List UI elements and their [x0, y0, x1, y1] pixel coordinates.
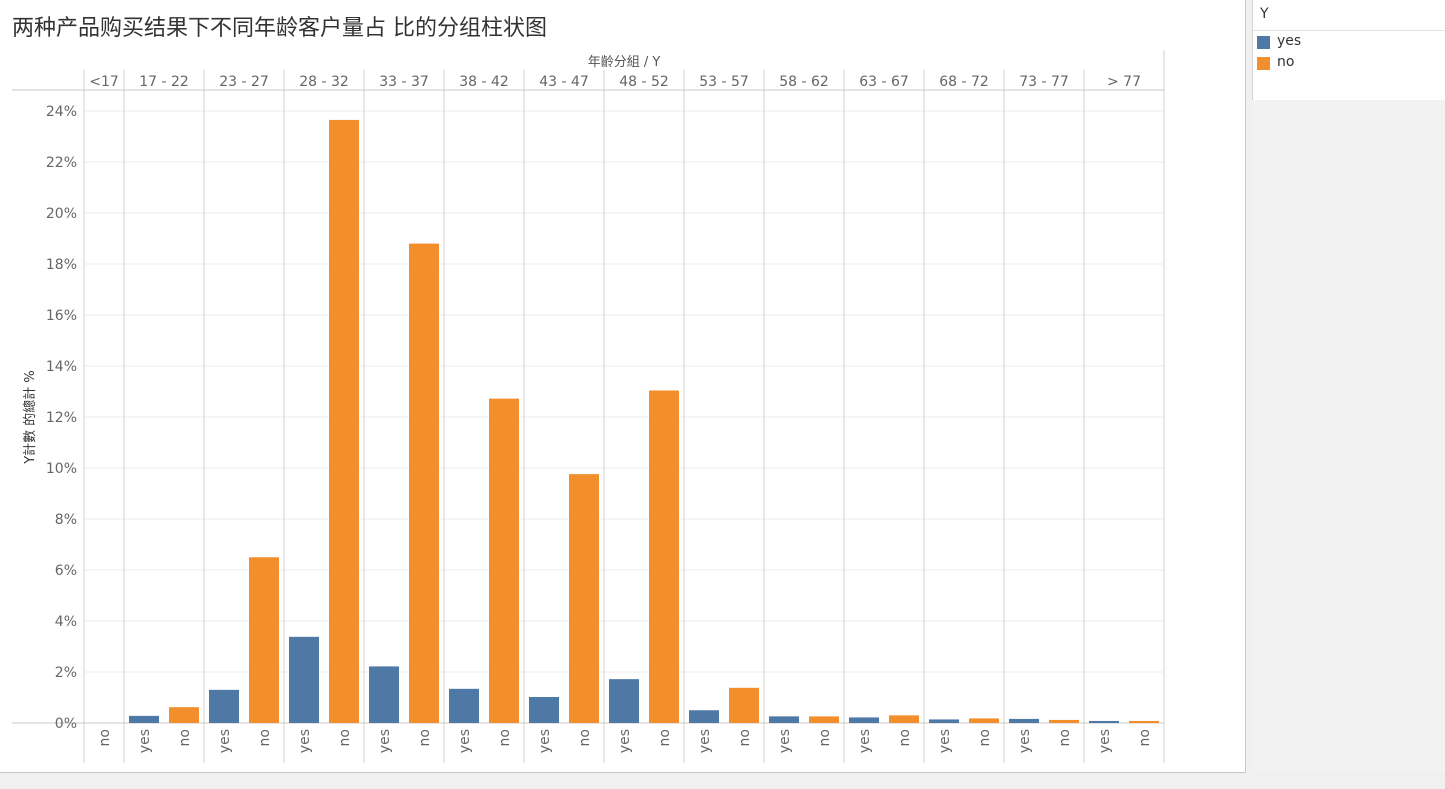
chart-workspace: 两种产品购买结果下不同年龄客户量占 比的分组柱状图 年齡分組 / Y Y計數 的總…: [0, 0, 1246, 773]
y-tick-label: 24%: [46, 104, 77, 120]
bar-yes: [289, 636, 319, 723]
group-label: 73 - 77: [1019, 74, 1069, 90]
chart-title: 两种产品购买结果下不同年龄客户量占 比的分组柱状图: [12, 16, 547, 41]
group-label: 17 - 22: [139, 74, 189, 90]
bar-no: [729, 687, 759, 723]
x-tick-label: no: [177, 729, 193, 746]
bar-yes: [369, 666, 399, 723]
group-label: 63 - 67: [859, 74, 909, 90]
bar-no: [569, 474, 599, 723]
bar-no: [649, 390, 679, 723]
y-tick-label: 22%: [46, 155, 77, 171]
group-label: <17: [89, 74, 119, 90]
x-tick-label: no: [977, 729, 993, 746]
legend-divider: [1253, 30, 1445, 31]
y-tick-label: 0%: [55, 716, 77, 732]
bar-yes: [849, 717, 879, 723]
bar-no: [169, 707, 199, 723]
group-label: 48 - 52: [619, 74, 669, 90]
x-tick-label: yes: [217, 729, 233, 753]
group-label: 53 - 57: [699, 74, 749, 90]
bar-no: [1129, 720, 1159, 723]
group-label: 43 - 47: [539, 74, 589, 90]
column-header-title: 年齡分組 / Y: [588, 55, 661, 70]
bar-yes: [209, 689, 239, 723]
x-tick-label: yes: [937, 729, 953, 753]
y-tick-label: 12%: [46, 410, 77, 426]
bar-no: [889, 715, 919, 723]
x-tick-label: no: [257, 729, 273, 746]
x-tick-label: no: [817, 729, 833, 746]
bar-no: [249, 557, 279, 723]
bar-yes: [1089, 720, 1119, 723]
x-tick-label: yes: [377, 729, 393, 753]
legend-swatch-yes: [1257, 36, 1270, 49]
bar-yes: [129, 715, 159, 723]
group-label: 23 - 27: [219, 74, 269, 90]
x-tick-label: yes: [1017, 729, 1033, 753]
y-tick-label: 8%: [55, 512, 77, 528]
bar-yes: [689, 710, 719, 723]
group-label: 68 - 72: [939, 74, 989, 90]
y-tick-label: 6%: [55, 563, 77, 579]
x-tick-label: yes: [537, 729, 553, 753]
y-tick-label: 16%: [46, 308, 77, 324]
y-tick-label: 4%: [55, 614, 77, 630]
group-label: > 77: [1107, 74, 1141, 90]
x-tick-label: no: [1137, 729, 1153, 746]
x-tick-label: yes: [297, 729, 313, 753]
group-label: 28 - 32: [299, 74, 349, 90]
group-label: 58 - 62: [779, 74, 829, 90]
group-label: 38 - 42: [459, 74, 509, 90]
bar-chart: 年齡分組 / Y Y計數 的總計 % 0% 2% 4% 6% 8% 10% 12% 14% 16% 1…: [12, 50, 1165, 763]
x-tick-label: no: [337, 729, 353, 746]
group-label: 33 - 37: [379, 74, 429, 90]
x-tick-label: no: [897, 729, 913, 746]
y-tick-label: 14%: [46, 359, 77, 375]
legend-panel: Y yes no: [1252, 0, 1445, 101]
x-tick-label: no: [497, 729, 513, 746]
bar-yes: [1009, 718, 1039, 723]
bar-yes: [929, 719, 959, 723]
bar-yes: [449, 688, 479, 723]
x-tick-label: yes: [617, 729, 633, 753]
y-tick-label: 2%: [55, 665, 77, 681]
y-tick-label: 18%: [46, 257, 77, 273]
x-tick-label: no: [657, 729, 673, 746]
x-tick-label: yes: [1097, 729, 1113, 753]
x-tick-label: no: [577, 729, 593, 746]
x-tick-label: yes: [457, 729, 473, 753]
x-tick-label: no: [417, 729, 433, 746]
bar-yes: [769, 716, 799, 723]
x-tick-label: no: [737, 729, 753, 746]
bar-no: [969, 718, 999, 723]
side-panel-empty: [1252, 100, 1445, 772]
legend-title: Y: [1260, 6, 1269, 22]
x-tick-label: yes: [137, 729, 153, 753]
x-tick-label: no: [1057, 729, 1073, 746]
bar-no: [409, 243, 439, 723]
bar-no: [489, 398, 519, 723]
legend-swatch-no: [1257, 57, 1270, 70]
x-tick-label: yes: [697, 729, 713, 753]
bar-no: [809, 716, 839, 723]
bar-no: [329, 119, 359, 724]
x-tick-label: no: [97, 729, 113, 746]
y-tick-label: 20%: [46, 206, 77, 222]
x-tick-label: yes: [857, 729, 873, 753]
bar-no: [1049, 719, 1079, 723]
legend-label-no: no: [1277, 54, 1295, 70]
bar-yes: [609, 679, 639, 723]
y-axis-title: Y計數 的總計 %: [22, 370, 38, 465]
bar-yes: [529, 696, 559, 723]
x-tick-label: yes: [777, 729, 793, 753]
y-tick-label: 10%: [46, 461, 77, 477]
legend-label-yes: yes: [1277, 33, 1302, 49]
